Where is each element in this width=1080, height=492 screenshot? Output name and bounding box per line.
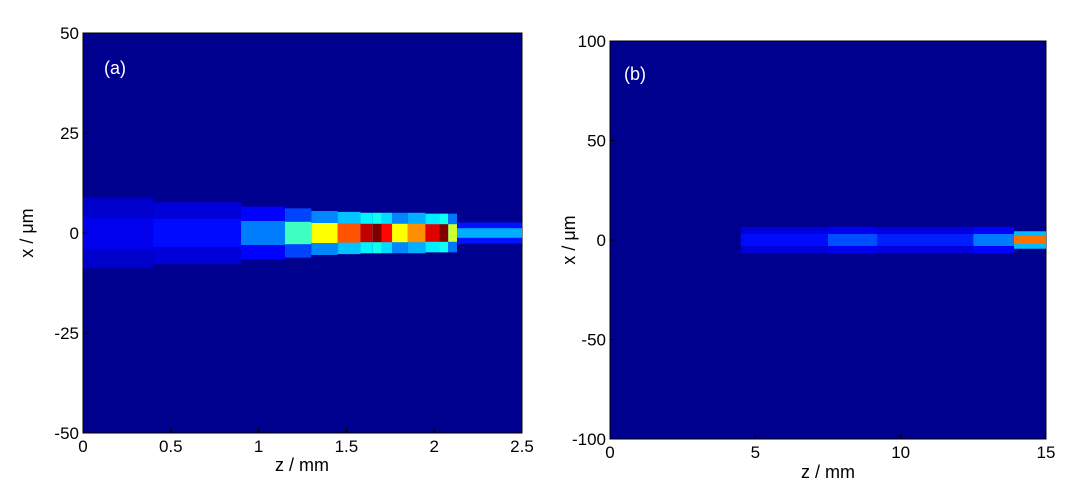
panel-b-x-tick-label: 0 bbox=[605, 443, 614, 462]
panel-b-beam-segment-4 bbox=[1014, 236, 1046, 244]
panel-a-beam-segment-5 bbox=[337, 223, 361, 243]
panel-b-x-tick-label: 15 bbox=[1037, 443, 1056, 462]
panel-a-beam-segment-1 bbox=[153, 219, 242, 247]
panel-b-y-tick-label: 100 bbox=[578, 32, 606, 51]
panel-b-x-ticks: 0 5 10 15 bbox=[605, 434, 1055, 462]
panel-b-label: (b) bbox=[624, 64, 646, 84]
panel-b-beam bbox=[740, 226, 1046, 254]
panel-a-beam-segment-8 bbox=[381, 223, 393, 243]
panel-a-label: (a) bbox=[104, 58, 126, 78]
panel-b-beam-segment-1 bbox=[828, 234, 878, 246]
panel-a-beam-segment-7 bbox=[372, 223, 382, 243]
panel-a-beam-segment-4 bbox=[311, 223, 338, 243]
panel-a-heatmap: 0 0.5 1 1.5 2 2.5 50 25 0 -25 -50 (a) z / mm x / … bbox=[17, 24, 534, 475]
panel-b-x-tick-label: 10 bbox=[891, 443, 910, 462]
panel-a-beam-segment-9 bbox=[392, 223, 408, 243]
panel-a-y-tick-label: 0 bbox=[70, 224, 79, 243]
panel-a-y-tick-label: 25 bbox=[60, 124, 79, 143]
panel-a-beam-segment-14 bbox=[457, 228, 522, 238]
panel-b-x-tick-label: 5 bbox=[751, 443, 760, 462]
panel-b-y-tick-label: -100 bbox=[572, 430, 606, 449]
panel-a-x-axis-label: z / mm bbox=[275, 455, 329, 475]
panel-a-x-tick-label: 1.5 bbox=[335, 437, 359, 456]
panel-b-y-tick-label: -50 bbox=[581, 331, 606, 350]
panel-b-beam-segment-3 bbox=[973, 234, 1015, 246]
panel-a-x-tick-label: 2 bbox=[429, 437, 438, 456]
panel-a-beam-segment-10 bbox=[407, 223, 426, 243]
panel-b-y-axis-label: x / μm bbox=[559, 215, 579, 264]
panel-a-beam-segment-12 bbox=[439, 224, 449, 242]
panel-a-beam-segment-0 bbox=[83, 217, 154, 249]
panel-a-beam-segment-13 bbox=[448, 224, 458, 242]
panel-b-beam-segment-2 bbox=[877, 234, 974, 246]
panel-a-beam-segment-2 bbox=[241, 221, 285, 245]
panel-a-x-tick-label: 2.5 bbox=[510, 437, 534, 456]
panel-a-x-tick-label: 0.5 bbox=[159, 437, 183, 456]
panel-a-x-ticks: 0 0.5 1 1.5 2 2.5 bbox=[78, 428, 534, 456]
panel-b-heatmap: 0 5 10 15 100 50 0 -50 -100 (b) z / mm x / μm bbox=[559, 32, 1055, 482]
panel-b-beam-segment-0 bbox=[740, 234, 828, 246]
panel-a-y-tick-label: 50 bbox=[60, 24, 79, 43]
panel-b-x-axis-label: z / mm bbox=[801, 462, 855, 482]
panel-a-beam-segment-11 bbox=[425, 224, 440, 242]
panel-b-y-tick-label: 50 bbox=[587, 132, 606, 151]
panel-a-y-tick-label: -50 bbox=[54, 424, 79, 443]
panel-b-y-tick-label: 0 bbox=[597, 231, 606, 250]
panel-a-x-tick-label: 0 bbox=[78, 437, 87, 456]
panel-a-x-tick-label: 1 bbox=[254, 437, 263, 456]
panel-b-y-ticks: 100 50 0 -50 -100 bbox=[572, 32, 615, 449]
panel-a-beam bbox=[83, 197, 522, 269]
panel-a-y-ticks: 50 25 0 -25 -50 bbox=[54, 24, 88, 443]
panel-a-beam-segment-6 bbox=[360, 223, 373, 243]
panel-a-beam-segment-3 bbox=[284, 221, 312, 245]
panel-a-y-axis-label: x / μm bbox=[17, 208, 37, 257]
panel-a-y-tick-label: -25 bbox=[54, 324, 79, 343]
